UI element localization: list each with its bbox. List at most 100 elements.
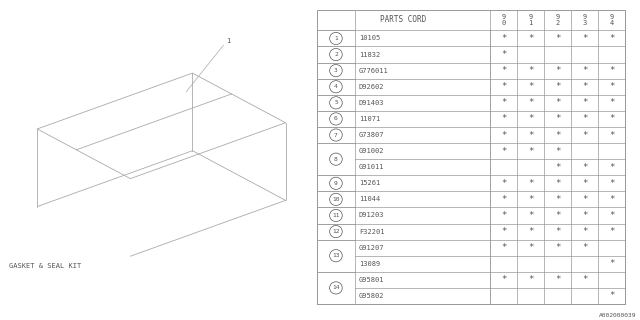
Text: *: *: [582, 98, 588, 107]
Text: *: *: [528, 115, 533, 124]
Text: PARTS CORD: PARTS CORD: [380, 15, 427, 25]
Text: *: *: [582, 195, 588, 204]
Text: 13: 13: [332, 253, 340, 258]
Text: *: *: [501, 227, 506, 236]
Text: *: *: [528, 227, 533, 236]
Text: *: *: [528, 243, 533, 252]
Text: 11832: 11832: [359, 52, 380, 58]
Text: A002000039: A002000039: [599, 313, 637, 318]
Text: 6: 6: [334, 116, 338, 121]
Text: 9
1: 9 1: [529, 14, 532, 26]
Text: *: *: [528, 147, 533, 156]
Text: G95802: G95802: [359, 293, 385, 299]
Text: 9
0: 9 0: [501, 14, 506, 26]
Text: D91403: D91403: [359, 100, 385, 106]
Text: *: *: [555, 163, 560, 172]
Text: 1: 1: [227, 38, 231, 44]
Text: *: *: [528, 131, 533, 140]
Text: *: *: [582, 163, 588, 172]
Text: *: *: [555, 131, 560, 140]
Text: G95801: G95801: [359, 277, 385, 283]
Text: D92602: D92602: [359, 84, 385, 90]
Text: *: *: [609, 163, 614, 172]
Text: *: *: [582, 34, 588, 43]
Text: *: *: [582, 66, 588, 75]
Text: *: *: [609, 131, 614, 140]
Text: G91002: G91002: [359, 148, 385, 154]
Text: *: *: [555, 195, 560, 204]
Text: *: *: [528, 98, 533, 107]
Text: D91203: D91203: [359, 212, 385, 219]
Text: *: *: [501, 243, 506, 252]
Text: *: *: [555, 179, 560, 188]
Text: *: *: [501, 131, 506, 140]
Text: *: *: [609, 98, 614, 107]
Text: 1: 1: [334, 36, 338, 41]
Text: *: *: [609, 34, 614, 43]
Text: 11044: 11044: [359, 196, 380, 202]
Text: *: *: [555, 115, 560, 124]
Text: *: *: [501, 82, 506, 91]
Text: 5: 5: [334, 100, 338, 105]
Text: 9
3: 9 3: [582, 14, 587, 26]
Text: *: *: [555, 211, 560, 220]
Text: *: *: [582, 275, 588, 284]
Text: *: *: [528, 34, 533, 43]
Text: *: *: [582, 179, 588, 188]
Text: 8: 8: [334, 157, 338, 162]
Text: *: *: [501, 66, 506, 75]
Text: 4: 4: [334, 84, 338, 89]
Text: 14: 14: [332, 285, 340, 291]
Text: GASKET & SEAL KIT: GASKET & SEAL KIT: [10, 263, 81, 268]
Text: *: *: [582, 227, 588, 236]
Text: *: *: [609, 227, 614, 236]
Text: *: *: [528, 195, 533, 204]
Text: G73807: G73807: [359, 132, 385, 138]
Text: 3: 3: [334, 68, 338, 73]
Text: *: *: [528, 275, 533, 284]
Text: 9
4: 9 4: [609, 14, 614, 26]
Text: 9: 9: [334, 181, 338, 186]
Text: *: *: [528, 82, 533, 91]
Text: *: *: [582, 82, 588, 91]
Text: 10105: 10105: [359, 36, 380, 42]
Text: *: *: [555, 275, 560, 284]
Text: *: *: [609, 292, 614, 300]
Text: *: *: [555, 147, 560, 156]
Text: *: *: [501, 195, 506, 204]
Text: *: *: [555, 98, 560, 107]
Text: *: *: [609, 115, 614, 124]
Text: *: *: [555, 227, 560, 236]
Text: 12: 12: [332, 229, 340, 234]
Text: *: *: [582, 115, 588, 124]
Text: *: *: [555, 66, 560, 75]
Text: 10: 10: [332, 197, 340, 202]
Text: *: *: [609, 179, 614, 188]
Text: G91011: G91011: [359, 164, 385, 170]
Text: *: *: [555, 82, 560, 91]
Text: G91207: G91207: [359, 245, 385, 251]
Text: *: *: [501, 147, 506, 156]
Text: *: *: [528, 66, 533, 75]
Text: G776011: G776011: [359, 68, 388, 74]
Text: *: *: [582, 243, 588, 252]
Text: 11: 11: [332, 213, 340, 218]
Text: 7: 7: [334, 132, 338, 138]
Text: 13089: 13089: [359, 261, 380, 267]
Text: *: *: [555, 243, 560, 252]
Text: 9
2: 9 2: [556, 14, 560, 26]
Text: *: *: [609, 259, 614, 268]
Text: *: *: [501, 275, 506, 284]
Text: *: *: [582, 211, 588, 220]
Text: F32201: F32201: [359, 228, 385, 235]
Text: *: *: [609, 211, 614, 220]
Text: 15261: 15261: [359, 180, 380, 186]
Text: 11071: 11071: [359, 116, 380, 122]
Text: *: *: [501, 211, 506, 220]
Text: *: *: [609, 195, 614, 204]
Text: *: *: [609, 82, 614, 91]
Text: *: *: [501, 115, 506, 124]
Text: *: *: [528, 179, 533, 188]
Text: *: *: [501, 34, 506, 43]
Text: *: *: [501, 179, 506, 188]
